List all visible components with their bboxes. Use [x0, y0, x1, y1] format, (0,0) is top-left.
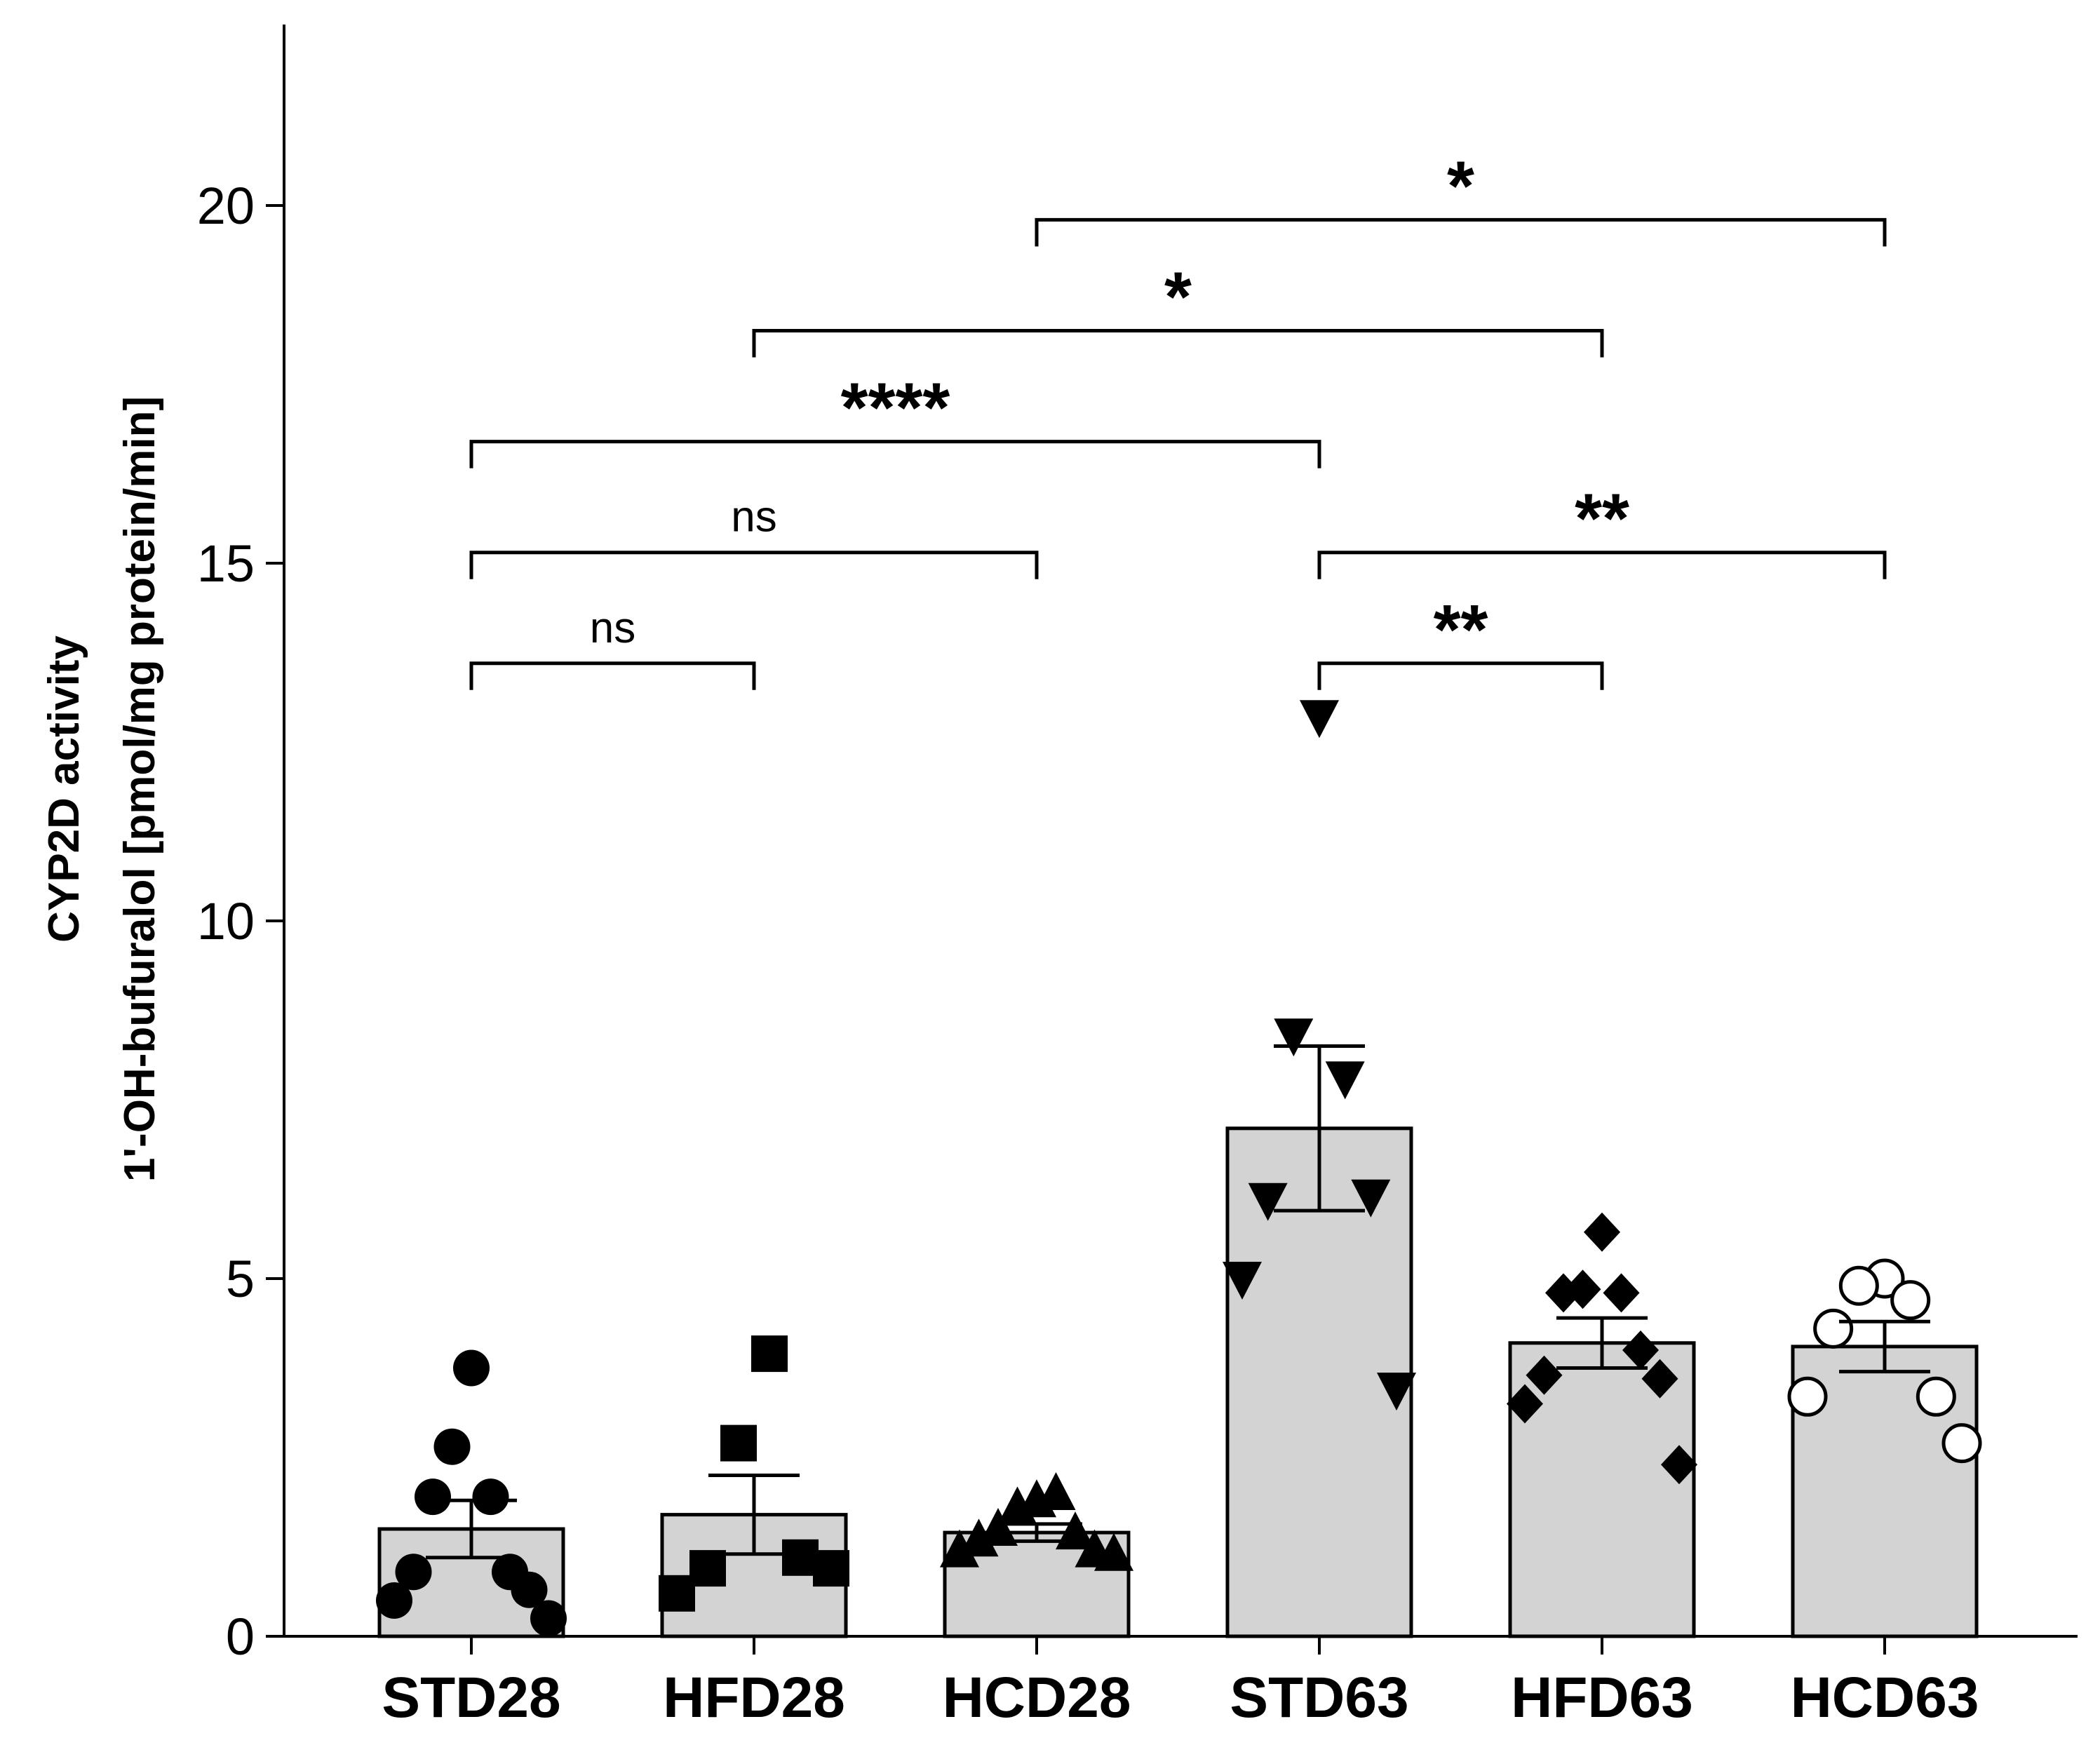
y-tick-label: 5	[226, 1250, 255, 1308]
significance-label: *	[1447, 147, 1474, 225]
y-axis-label-line2: 1'-OH-bufuralol [pmol/mg protein/min]	[116, 396, 164, 1182]
data-point	[1545, 1273, 1582, 1313]
data-point	[511, 1571, 548, 1608]
data-point	[1223, 1262, 1262, 1300]
data-point	[1507, 1384, 1543, 1424]
data-point	[1787, 1376, 1828, 1417]
data-point	[1838, 1265, 1879, 1306]
data-point	[1622, 1330, 1659, 1370]
bar-std63	[1225, 1126, 1413, 1638]
data-point	[376, 1582, 412, 1619]
y-tick-label: 0	[226, 1608, 255, 1666]
data-point	[1094, 1532, 1133, 1571]
data-point	[720, 1424, 757, 1462]
data-point	[433, 1428, 471, 1465]
significance-bracket	[1317, 661, 1604, 690]
data-point	[1584, 1212, 1620, 1252]
y-tick-label: 20	[197, 177, 255, 235]
data-points	[376, 700, 1982, 1637]
data-point	[1661, 1445, 1697, 1485]
x-tick-label: STD28	[382, 1666, 560, 1730]
data-point	[472, 1478, 509, 1516]
x-tick-label: STD63	[1230, 1666, 1408, 1730]
significance-bracket	[469, 661, 756, 690]
data-point	[1300, 700, 1339, 739]
significance-bracket	[752, 329, 1604, 358]
data-point	[782, 1539, 819, 1576]
significance-label: ns	[731, 493, 776, 541]
data-point	[1248, 1183, 1288, 1221]
data-point	[1274, 1018, 1314, 1057]
data-point	[1916, 1376, 1956, 1417]
significance-label: ****	[841, 369, 950, 447]
data-point	[453, 1349, 490, 1387]
data-point	[959, 1518, 999, 1557]
x-tick-label: HFD63	[1511, 1666, 1693, 1730]
significance-bracket	[469, 551, 1039, 579]
significance-label: ns	[590, 604, 635, 652]
data-point	[1641, 1359, 1678, 1399]
data-point	[1036, 1472, 1076, 1510]
x-tick-label: HCD63	[1791, 1666, 1979, 1730]
x-tick-label: HCD28	[943, 1666, 1131, 1730]
data-point	[659, 1575, 695, 1612]
data-point	[1351, 1179, 1391, 1218]
significance-bracket	[469, 440, 1321, 469]
data-point	[751, 1335, 788, 1373]
y-axis-label-line1: CYP2D activity	[40, 635, 88, 943]
data-point	[689, 1550, 726, 1587]
y-tick-label: 15	[197, 534, 255, 593]
error-bars	[426, 1044, 1930, 1560]
significance-bracket	[1317, 551, 1887, 579]
data-point	[1377, 1373, 1416, 1411]
data-point	[415, 1478, 451, 1516]
data-point	[1941, 1423, 1982, 1464]
data-point	[1890, 1280, 1931, 1321]
data-point	[997, 1486, 1037, 1525]
data-point	[1526, 1355, 1563, 1395]
y-tick-label: 10	[197, 892, 255, 950]
x-tick-label: HFD28	[663, 1666, 845, 1730]
significance-label: **	[1434, 591, 1488, 669]
data-point	[1813, 1308, 1854, 1349]
significance-bracket	[1035, 217, 1887, 247]
data-point	[940, 1529, 979, 1568]
data-point	[530, 1600, 567, 1637]
significance-label: **	[1575, 480, 1629, 558]
data-point	[1325, 1061, 1365, 1100]
bars	[377, 1126, 1979, 1638]
data-point	[813, 1550, 849, 1587]
data-point	[1603, 1273, 1640, 1313]
data-point	[395, 1554, 432, 1591]
axes: 0 5 10 15 20 STD28 HFD28 HCD28 STD63 HFD63 HCD63	[197, 25, 2078, 1730]
significance-label: *	[1164, 258, 1192, 337]
data-point	[978, 1508, 1018, 1546]
